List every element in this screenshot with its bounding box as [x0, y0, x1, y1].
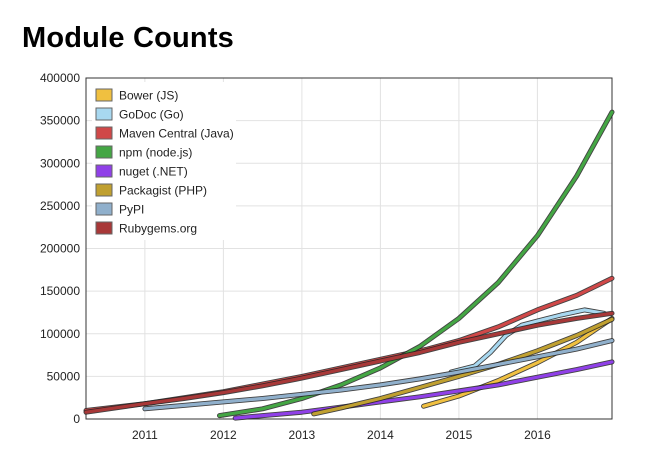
y-tick-label: 300000: [40, 156, 80, 170]
legend-swatch: [95, 145, 113, 159]
series-line: [217, 110, 614, 418]
series-line: [312, 317, 614, 416]
legend-swatch: [95, 183, 113, 197]
legend-label: nuget (.NET): [119, 165, 188, 179]
y-tick-label: 50000: [47, 369, 81, 383]
legend-label: GoDoc (Go): [119, 108, 184, 122]
y-tick-label: 150000: [40, 284, 80, 298]
y-tick-label: 400000: [40, 71, 80, 85]
legend-swatch: [95, 221, 113, 235]
series-line: [422, 316, 614, 408]
legend: Bower (JS) GoDoc (Go) Maven Central (Java)…: [92, 82, 236, 240]
legend-label: PyPI: [119, 203, 144, 217]
legend-swatch: [95, 126, 113, 140]
series-lines: [83, 109, 615, 421]
axes: 0 50000 100000 150000 200000 250000 300000 3500…: [40, 71, 613, 442]
y-tick-label: 350000: [40, 114, 80, 128]
legend-label: npm (node.js): [119, 146, 192, 160]
x-tick-label: 2016: [524, 428, 551, 442]
y-tick-label: 100000: [40, 327, 80, 341]
legend-swatch: [95, 88, 113, 102]
series-line: [143, 339, 614, 411]
x-tick-label: 2015: [446, 428, 473, 442]
legend-label: Bower (JS): [119, 89, 178, 103]
legend-label: Maven Central (Java): [119, 127, 234, 141]
series-line: [233, 360, 614, 420]
x-tick-label: 2012: [210, 428, 237, 442]
page-title: Module Counts: [22, 22, 235, 54]
legend-swatch: [95, 202, 113, 216]
y-tick-label: 0: [73, 412, 80, 426]
y-tick-label: 200000: [40, 242, 80, 256]
series-line: [84, 311, 614, 414]
plot-frame: [85, 77, 613, 420]
series-line: [449, 308, 606, 374]
x-tick-label: 2014: [367, 428, 394, 442]
x-tick-label: 2011: [132, 428, 158, 442]
legend-swatch: [95, 164, 113, 178]
legend-label: Rubygems.org: [119, 222, 197, 236]
legend-label: Packagist (PHP): [119, 184, 207, 198]
legend-box: [92, 82, 236, 240]
legend-swatch: [95, 107, 113, 121]
y-tick-label: 250000: [40, 199, 80, 213]
x-tick-label: 2013: [289, 428, 316, 442]
